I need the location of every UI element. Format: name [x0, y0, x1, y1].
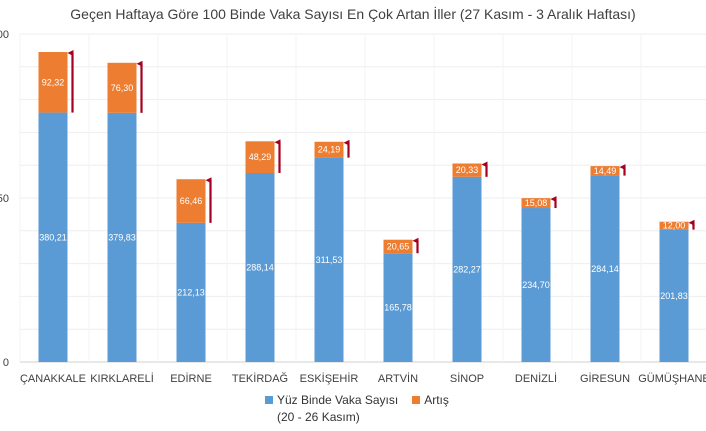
bar-cases	[245, 172, 275, 362]
x-tick-label: SİNOP	[450, 372, 484, 385]
legend-item-increase: Artış	[412, 393, 449, 424]
bar-increase	[38, 52, 68, 113]
data-label-increase: 20,33	[456, 165, 479, 175]
data-label-cases: 201,83	[660, 291, 688, 301]
x-tick-label: ARTVİN	[378, 372, 418, 385]
bar-cases	[107, 112, 137, 363]
legend: Yüz Binde Vaka Sayısı (20 - 26 Kasım) Art…	[265, 393, 449, 424]
bar-cases	[452, 176, 482, 362]
x-tick-label: DENİZLİ	[515, 372, 557, 385]
bar-cases	[659, 229, 689, 362]
data-label-cases: 311,53	[316, 255, 343, 265]
data-label-increase: 14,49	[594, 166, 617, 176]
bar-increase	[452, 163, 482, 177]
bar-cases	[590, 175, 620, 362]
bar-increase	[314, 141, 344, 158]
x-tick-label: ÇANAKKALE	[20, 373, 86, 385]
data-label-cases: 165,78	[384, 303, 412, 313]
data-label-increase: 12,00	[663, 221, 686, 231]
y-tick-label: 0	[3, 357, 9, 369]
legend-swatch-orange	[412, 396, 421, 404]
data-label-cases: 288,14	[246, 262, 274, 272]
bar-increase	[659, 221, 689, 230]
data-label-increase: 66,46	[180, 196, 203, 206]
bar-cases	[38, 112, 68, 362]
bar-cases	[176, 222, 206, 362]
data-label-increase: 76,30	[111, 83, 134, 93]
data-label-increase: 92,32	[42, 77, 65, 87]
legend-label: Yüz Binde Vaka Sayısı	[277, 393, 399, 407]
x-tick-label: KIRKLARELİ	[90, 372, 154, 385]
data-label-increase: 48,29	[249, 152, 272, 162]
x-tick-label: GİRESUN	[580, 372, 630, 385]
x-tick-label: ESKİŞEHİR	[300, 372, 359, 385]
bar-cases	[383, 253, 413, 362]
legend-label: Artış	[424, 393, 449, 407]
bar-cases	[314, 157, 344, 362]
data-label-increase: 24,19	[318, 145, 341, 155]
bar-increase	[590, 166, 620, 176]
bar-increase	[176, 179, 206, 223]
data-label-cases: 282,27	[453, 264, 481, 274]
legend-item-cases: Yüz Binde Vaka Sayısı (20 - 26 Kasım)	[265, 393, 398, 424]
bar-increase	[383, 239, 413, 254]
data-label-increase: 15,08	[525, 198, 548, 208]
bar-increase	[245, 141, 275, 173]
data-label-increase: 20,65	[387, 241, 410, 251]
legend-swatch-blue	[265, 396, 273, 404]
x-tick-label: EDİRNE	[170, 372, 212, 385]
chart-title: Geçen Haftaya Göre 100 Binde Vaka Sayısı…	[70, 6, 636, 22]
data-label-cases: 234,70	[522, 280, 550, 290]
x-tick-label: TEKİRDAĞ	[232, 372, 288, 385]
y-tick-label: 250	[0, 193, 9, 205]
bar-increase	[107, 62, 137, 113]
bar-increase	[521, 198, 551, 209]
legend-label-sub: (20 - 26 Kasım)	[277, 410, 360, 424]
bar-cases	[521, 208, 551, 362]
data-label-cases: 380,21	[39, 232, 67, 242]
data-label-cases: 284,14	[591, 264, 619, 274]
data-label-cases: 379,83	[108, 232, 136, 242]
x-tick-label: GÜMÜŞHANE	[638, 373, 706, 385]
y-tick-label: 500	[0, 29, 9, 41]
data-label-cases: 212,13	[177, 287, 205, 297]
